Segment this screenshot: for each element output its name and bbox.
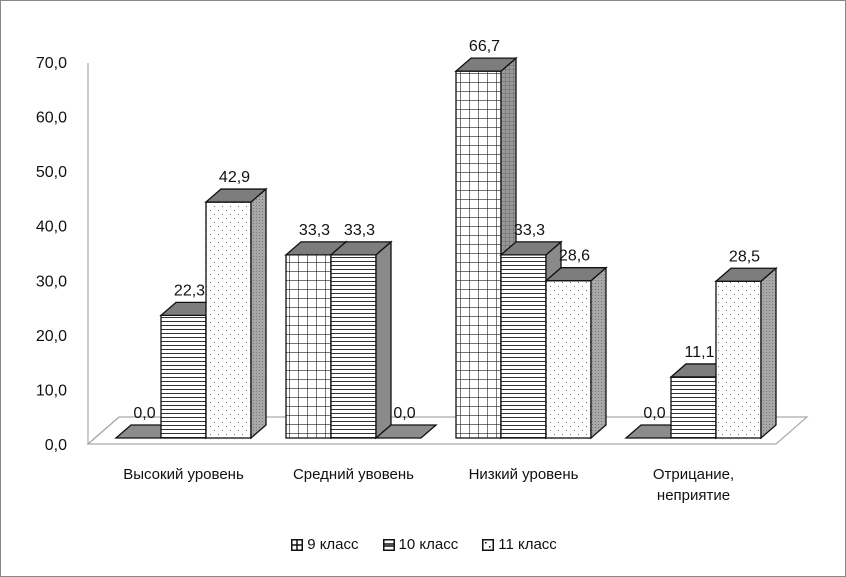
category-label: Отрицание,: [653, 466, 734, 483]
data-label: 28,5: [729, 248, 760, 265]
y-tick-label: 20,0: [36, 328, 67, 345]
category-label: Низкий уровень: [469, 466, 579, 483]
data-label: 0,0: [133, 405, 155, 422]
data-label: 0,0: [393, 405, 415, 422]
bar-front: [205, 201, 252, 439]
y-tick-label: 60,0: [36, 110, 67, 127]
data-label: 11,1: [685, 344, 715, 361]
legend-item-11: 11 класс: [482, 536, 557, 553]
bar-front: [285, 254, 332, 439]
bar-front: [330, 254, 377, 439]
bar-side: [760, 266, 777, 440]
category-label: Средний увовень: [293, 466, 414, 483]
data-label: 42,9: [219, 169, 250, 186]
bar-top: [374, 424, 438, 439]
bar-front: [455, 70, 502, 439]
bar-side: [590, 266, 607, 440]
bar-top: [454, 57, 518, 72]
category-label: Высокий уровень: [123, 466, 244, 483]
legend-item-9: 9 класс: [291, 536, 359, 553]
bar-front: [160, 314, 207, 439]
data-label: 22,3: [174, 282, 205, 299]
y-tick-label: 40,0: [36, 219, 67, 236]
bar-top: [329, 241, 393, 256]
bar-side: [375, 240, 392, 440]
floor-edge: [87, 416, 120, 445]
bar-front: [500, 254, 547, 439]
bar: [544, 266, 608, 440]
data-label: 33,3: [514, 222, 545, 239]
y-tick-label: 10,0: [36, 382, 67, 399]
bar: [204, 187, 268, 440]
bar-side: [250, 187, 267, 440]
legend-label: 9 класс: [307, 536, 359, 553]
bar-front: [670, 376, 717, 439]
legend-label: 11 класс: [498, 536, 557, 553]
bar-top: [714, 267, 778, 282]
y-tick-label: 50,0: [36, 164, 67, 181]
bar: [329, 240, 393, 440]
bar: [714, 266, 778, 440]
bar-front: [715, 280, 762, 439]
y-tick-label: 0,0: [45, 437, 67, 454]
data-label: 66,7: [469, 38, 500, 55]
legend-label: 10 класс: [398, 536, 459, 553]
bar-front: [545, 280, 592, 439]
dots-pattern-swatch-icon: [482, 538, 495, 551]
bar-top: [544, 267, 608, 282]
bar-top: [204, 188, 268, 203]
y-tick-label: 70,0: [36, 55, 67, 72]
legend: 9 класс 10 класс 11 класс: [1, 536, 845, 553]
data-label: 28,6: [559, 248, 590, 265]
hlines-pattern-swatch-icon: [382, 538, 395, 551]
category-label: неприятие: [657, 487, 730, 504]
bar: [374, 424, 438, 439]
data-label: 33,3: [344, 222, 375, 239]
data-label: 33,3: [299, 222, 330, 239]
legend-item-10: 10 класс: [382, 536, 459, 553]
bar-top: [499, 241, 563, 256]
grid-pattern-swatch-icon: [291, 538, 304, 551]
data-label: 0,0: [643, 405, 665, 422]
y-tick-label: 30,0: [36, 273, 67, 290]
